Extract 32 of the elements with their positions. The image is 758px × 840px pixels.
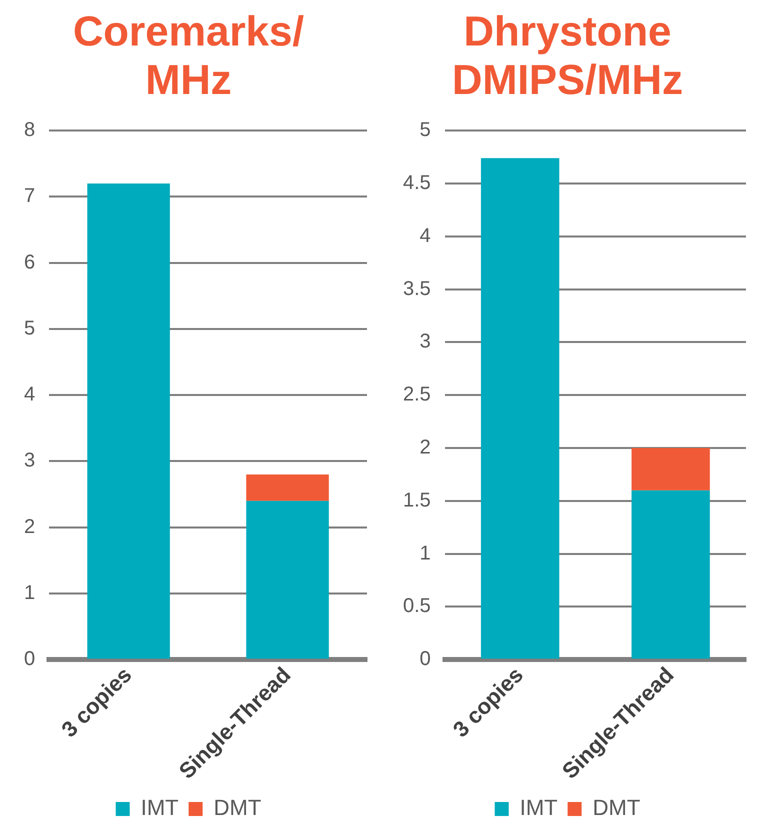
y-tick-label: 8 <box>24 119 36 142</box>
bar <box>632 490 710 659</box>
y-tick-label: 0.5 <box>402 595 431 618</box>
y-tick-label: 2 <box>420 436 431 459</box>
bar <box>87 184 170 659</box>
y-tick-label: 4 <box>24 384 36 406</box>
legend-label: IMT <box>140 795 179 820</box>
y-tick-label: 6 <box>24 251 36 274</box>
y-tick-label: 1 <box>420 542 431 564</box>
legend-label: DMT <box>214 795 262 820</box>
y-tick-label: 2.5 <box>402 384 431 406</box>
y-tick-label: 2 <box>24 516 36 538</box>
y-tick-label: 4 <box>420 224 431 247</box>
bar <box>480 158 560 659</box>
bar <box>632 448 710 490</box>
y-tick-label: 1.5 <box>402 489 431 512</box>
y-tick-label: 3 <box>420 330 431 353</box>
y-tick-label: 4.5 <box>402 172 431 194</box>
y-tick-label: 0 <box>420 648 431 670</box>
y-tick-label: 5 <box>420 119 431 142</box>
y-tick-label: 3.5 <box>402 278 431 300</box>
y-tick-label: 1 <box>24 582 36 604</box>
legend-label: IMT <box>520 795 558 820</box>
y-tick-label: 0 <box>24 648 36 670</box>
y-tick-label: 5 <box>24 317 36 340</box>
bar <box>246 500 329 659</box>
bar <box>246 474 329 501</box>
y-tick-label: 3 <box>24 450 36 472</box>
chart-title: Coremarks/ MHz <box>72 8 304 104</box>
y-tick-label: 7 <box>24 185 36 208</box>
legend-label: DMT <box>592 795 640 820</box>
chart-title: Dhrystone DMIPS/MHz <box>452 8 683 104</box>
